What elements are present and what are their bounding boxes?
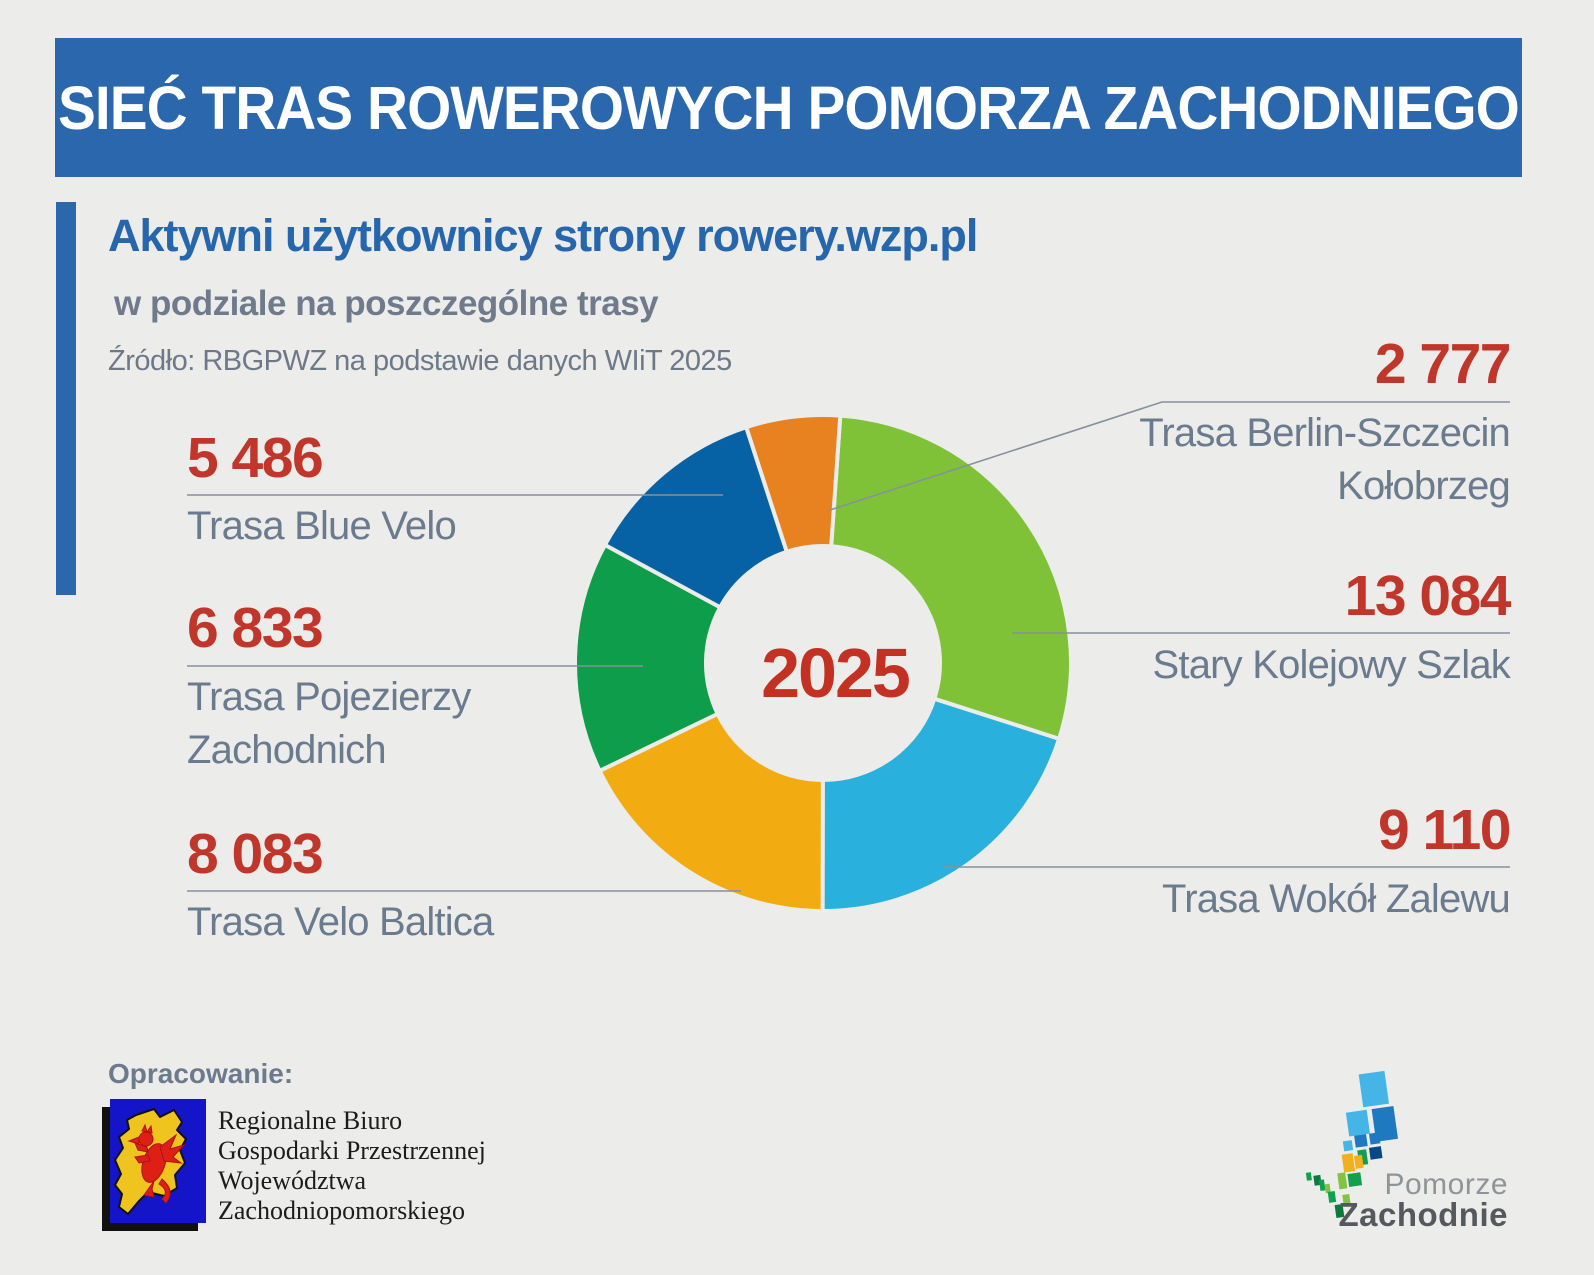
donut-segment-3 [597,711,825,913]
callout-value-wokol-zalewu: 9 110 [1378,798,1512,862]
callout-label-blue-velo: Trasa Blue Velo [187,504,457,548]
rbgpwz-logo [102,1097,208,1231]
donut-chart [573,413,1073,914]
callout-value-berlin-szczecin: 2 777 [1374,332,1512,396]
callout-label-pojezierzy: Trasa Pojezierzy Zachodnich [187,675,471,772]
donut-segment-5 [602,425,789,610]
griffin-icon [127,1123,186,1204]
brand-name-line1: Pomorze [1384,1168,1508,1201]
donut-segment-1 [829,413,1073,741]
callout-value-velo-baltica: 8 083 [187,822,324,886]
donut-chart-area: 2025 [570,410,1076,916]
callout-value-stary-kolejowy: 13 084 [1344,564,1512,628]
chart-title: Aktywni użytkownicy strony rowery.wzp.pl [108,210,978,261]
mosaic-tiles [1305,1070,1398,1219]
callout-value-blue-velo: 5 486 [187,426,324,490]
callout-label-velo-baltica: Trasa Velo Baltica [187,900,494,944]
credit-organization: Regionalne Biuro Gospodarki Przestrzenne… [218,1106,486,1225]
header-banner: SIEĆ TRAS ROWEROWYCH POMORZA ZACHODNIEGO [55,38,1522,177]
donut-segment-4 [573,542,723,773]
accent-bar [56,202,76,595]
pomorze-zachodnie-logo [1288,1062,1418,1222]
page-title: SIEĆ TRAS ROWEROWYCH POMORZA ZACHODNIEGO [58,73,1520,142]
callout-value-pojezierzy: 6 833 [187,596,324,660]
donut-segment-2 [820,696,1062,914]
source-note: Źródło: RBGPWZ na podstawie danych WIiT … [108,345,732,377]
callout-label-stary-kolejowy: Stary Kolejowy Szlak [1152,643,1511,687]
chart-subtitle: w podziale na poszczególne trasy [114,284,659,323]
brand-name-line2: Zachodnie [1338,1196,1508,1233]
callout-label-berlin-szczecin: Trasa Berlin-Szczecin Kołobrzeg [1139,411,1511,508]
credit-label: Opracowanie: [108,1058,294,1089]
callout-label-wokol-zalewu: Trasa Wokół Zalewu [1162,877,1511,921]
